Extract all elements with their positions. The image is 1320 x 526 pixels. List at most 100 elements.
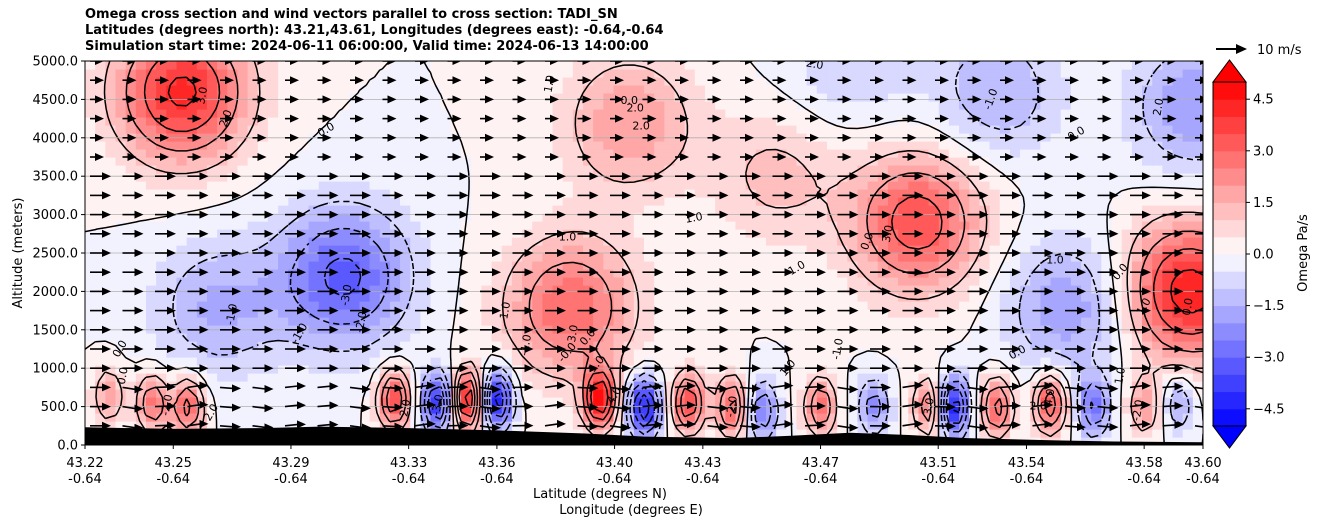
omega-cell [816,261,828,270]
omega-cell [288,125,300,134]
omega-cell [522,293,533,302]
omega-cell [400,141,411,150]
omega-cell [227,101,239,110]
omega-cell [644,221,655,230]
omega-cell [166,165,178,174]
omega-cell [227,357,239,366]
omega-cell [674,173,686,182]
omega-cell [623,317,635,326]
omega-cell [938,389,950,398]
omega-cell [969,365,980,374]
omega-cell [745,357,757,366]
omega-cell [837,277,848,286]
omega-cell [420,341,432,350]
omega-cell [603,245,615,254]
omega-cell [186,157,198,166]
omega-cell [1030,149,1041,158]
omega-cell [95,405,106,414]
omega-cell [969,165,980,174]
omega-cell [511,237,523,246]
omega-cell [1060,293,1072,302]
omega-cell [684,205,696,214]
omega-cell [816,349,828,358]
omega-cell [349,205,361,214]
omega-cell [796,397,808,406]
omega-cell [603,213,615,222]
omega-cell [806,125,818,134]
omega-cell [186,237,198,246]
omega-cell [156,285,167,294]
omega-cell [1020,133,1031,142]
omega-cell [1121,341,1133,350]
omega-cell [908,293,920,302]
omega-cell [908,165,920,174]
omega-cell [1172,149,1184,158]
omega-cell [948,133,960,142]
omega-cell [135,109,147,118]
omega-cell [1192,165,1203,174]
omega-cell [440,109,452,118]
omega-cell [420,365,432,374]
omega-cell [95,165,106,174]
omega-cell [339,245,350,254]
omega-cell [755,301,767,310]
omega-cell [379,317,391,326]
omega-cell [918,413,930,422]
omega-cell [989,357,1001,366]
omega-cell [552,125,564,134]
omega-cell [786,101,798,110]
omega-cell [95,357,106,366]
omega-cell [481,317,493,326]
omega-cell [278,141,289,150]
omega-cell [217,277,228,286]
omega-cell [115,317,127,326]
omega-cell [542,365,554,374]
omega-cell [461,93,472,102]
omega-cell [267,109,279,118]
omega-cell [532,333,543,342]
omega-cell [918,109,930,118]
omega-cell [745,293,757,302]
omega-cell [959,309,970,318]
omega-cell [1142,277,1153,286]
omega-cell [1152,117,1163,126]
omega-cell [1121,125,1133,134]
omega-cell [318,389,330,398]
omega-cell [644,157,655,166]
omega-cell [278,229,289,238]
omega-cell [715,301,726,310]
omega-cell [237,333,249,342]
omega-cell [918,141,930,150]
omega-cell [359,141,371,150]
omega-cell [1192,181,1203,190]
omega-cell [765,181,777,190]
omega-cell [359,85,371,94]
omega-cell [837,253,848,262]
omega-cell [318,397,330,406]
omega-cell [247,117,259,126]
omega-cell [745,317,757,326]
omega-cell [979,245,991,254]
omega-cell [867,301,879,310]
omega-cell [115,349,127,358]
omega-cell [1172,101,1184,110]
omega-cell [115,229,127,238]
omega-cell [806,389,818,398]
omega-cell [664,189,676,198]
omega-cell [135,117,147,126]
omega-cell [1101,101,1113,110]
omega-cell [583,269,594,278]
omega-cell [115,133,127,142]
omega-cell [420,157,432,166]
omega-cell [887,413,899,422]
omega-cell [837,213,848,222]
omega-cell [725,405,737,414]
omega-cell [217,317,228,326]
omega-cell [389,101,401,110]
omega-cell [613,301,625,310]
omega-cell [755,261,767,270]
omega-cell [298,301,310,310]
omega-cell [644,197,655,206]
omega-cell [156,269,167,278]
omega-cell [969,333,980,342]
